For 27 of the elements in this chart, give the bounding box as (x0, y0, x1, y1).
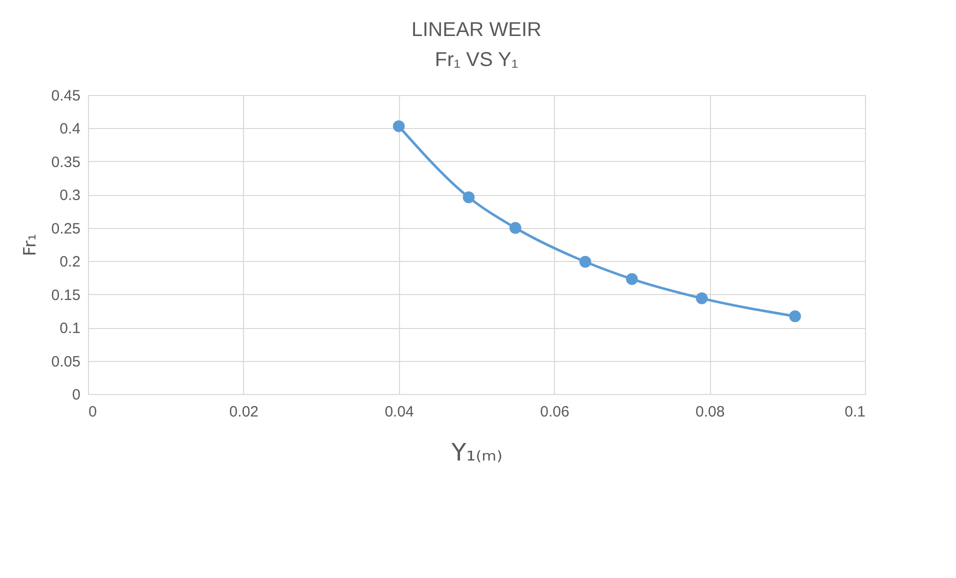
x-tick-label: 0.04 (384, 404, 414, 420)
x-tick-label: 0 (88, 404, 97, 420)
text: LINEAR WEIR (411, 19, 542, 41)
y-tick-label: 0.2 (60, 254, 80, 271)
y-tick-label: 0.35 (51, 154, 80, 171)
point (579, 256, 592, 268)
y-axis-title: Fr₁ (20, 234, 40, 256)
y-tick-label: 0.3 (60, 187, 80, 204)
text: Fr₁ VS Y₁ (434, 49, 518, 71)
y-tick-label: 0.15 (51, 286, 80, 304)
y-tick-label: 0.4 (60, 120, 80, 138)
y-tick-label: 0.45 (51, 88, 80, 104)
y-tick-label: 0.25 (51, 220, 80, 238)
x-tick-label: 0.08 (696, 404, 725, 420)
x-tick-label: 0.02 (229, 404, 258, 420)
x-tick-label: 0.1 (844, 404, 866, 420)
point (462, 191, 475, 204)
point (509, 222, 522, 234)
point (626, 273, 638, 285)
point (789, 310, 801, 322)
x-axis-title: Y₁₍ₘ₎ (450, 438, 503, 466)
point (392, 120, 405, 132)
x-tick-label: 0.06 (540, 404, 570, 420)
y-tick-label: 0 (72, 386, 80, 404)
y-tick-label: 0.05 (51, 353, 80, 370)
point (696, 292, 708, 304)
y-tick-label: 0.1 (60, 320, 80, 338)
